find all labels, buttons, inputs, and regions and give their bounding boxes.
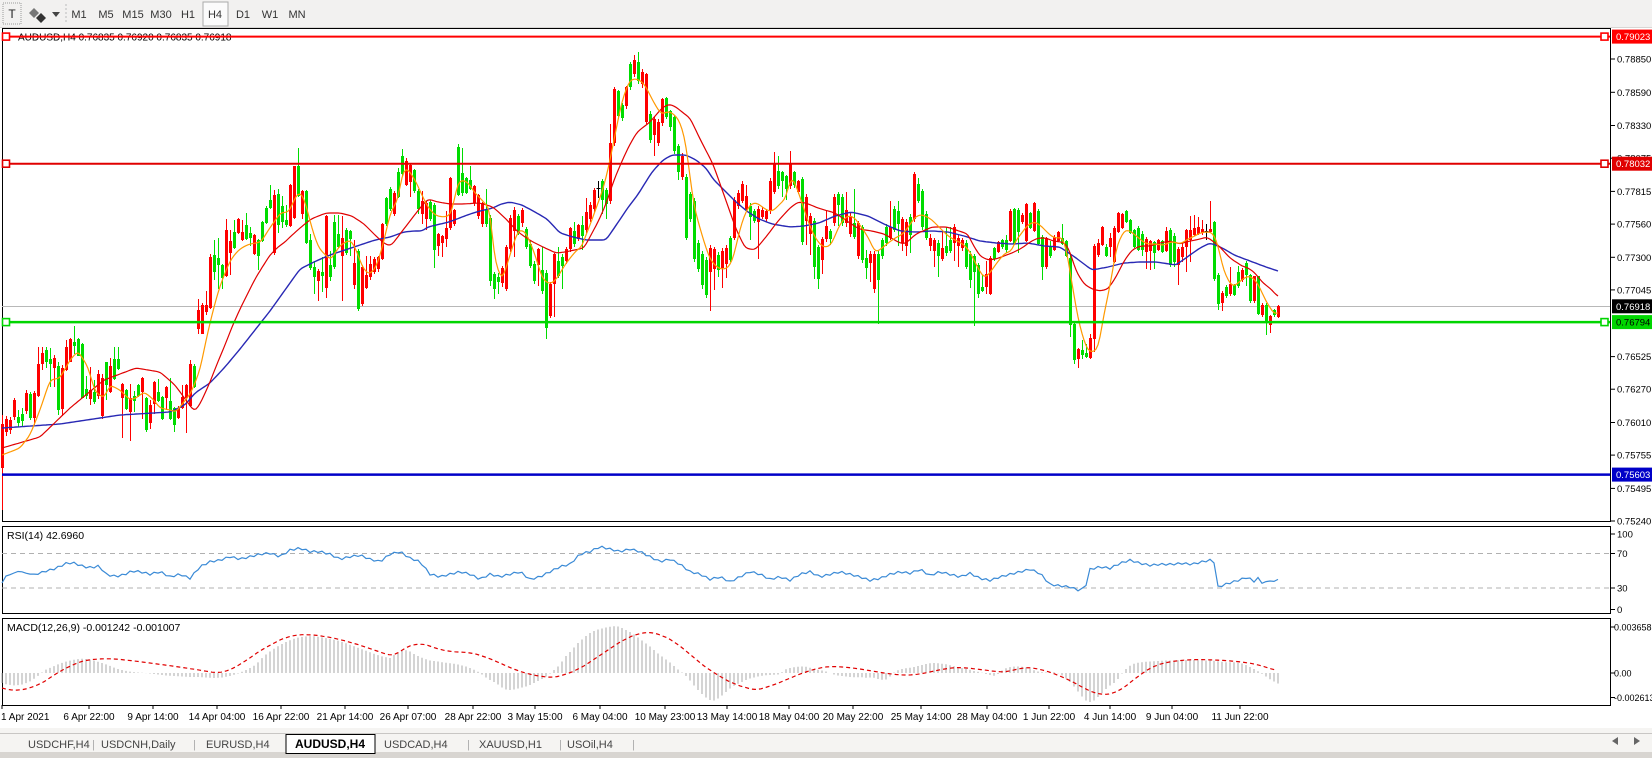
svg-text:4 Jun 14:00: 4 Jun 14:00 xyxy=(1084,712,1137,723)
svg-text:9 Apr 14:00: 9 Apr 14:00 xyxy=(127,712,179,723)
svg-text:MN: MN xyxy=(288,9,305,21)
svg-text:10 May 23:00: 10 May 23:00 xyxy=(635,712,696,723)
svg-text:0.003658: 0.003658 xyxy=(1614,623,1652,633)
svg-text:1 Apr 2021: 1 Apr 2021 xyxy=(1,712,50,723)
svg-text:13 May 14:00: 13 May 14:00 xyxy=(697,712,758,723)
svg-text:6 May 04:00: 6 May 04:00 xyxy=(572,712,627,723)
svg-text:0.78032: 0.78032 xyxy=(1616,159,1650,170)
svg-text:|: | xyxy=(92,739,95,751)
svg-text:0.77815: 0.77815 xyxy=(1617,187,1651,198)
svg-text:0.77300: 0.77300 xyxy=(1617,253,1651,264)
svg-text:0.77045: 0.77045 xyxy=(1617,285,1651,296)
svg-text:16 Apr 22:00: 16 Apr 22:00 xyxy=(253,712,310,723)
svg-text:20 May 22:00: 20 May 22:00 xyxy=(823,712,884,723)
svg-text:|: | xyxy=(193,739,196,751)
svg-text:EURUSD,H4: EURUSD,H4 xyxy=(206,739,270,751)
svg-text:100: 100 xyxy=(1617,530,1633,541)
svg-text:14 Apr 04:00: 14 Apr 04:00 xyxy=(189,712,246,723)
svg-text:M15: M15 xyxy=(122,9,143,21)
svg-text:RSI(14) 42.6960: RSI(14) 42.6960 xyxy=(7,530,84,542)
svg-text:1 Jun 22:00: 1 Jun 22:00 xyxy=(1023,712,1076,723)
svg-text:28 May 04:00: 28 May 04:00 xyxy=(957,712,1018,723)
svg-text:T: T xyxy=(8,7,16,21)
svg-text:25 May 14:00: 25 May 14:00 xyxy=(891,712,952,723)
svg-text:|: | xyxy=(467,739,470,751)
svg-text:USDCNH,Daily: USDCNH,Daily xyxy=(101,739,176,751)
svg-text:MACD(12,26,9) -0.001242 -0.001: MACD(12,26,9) -0.001242 -0.001007 xyxy=(7,622,181,634)
svg-text:18 May 04:00: 18 May 04:00 xyxy=(759,712,820,723)
svg-text:D1: D1 xyxy=(236,9,250,21)
svg-text:0.76794: 0.76794 xyxy=(1616,318,1650,329)
svg-text:70: 70 xyxy=(1617,549,1628,560)
svg-text:0.76270: 0.76270 xyxy=(1617,385,1651,396)
svg-text:6 Apr 22:00: 6 Apr 22:00 xyxy=(63,712,115,723)
svg-text:XAUUSD,H1: XAUUSD,H1 xyxy=(479,739,542,751)
svg-text:M5: M5 xyxy=(98,9,113,21)
svg-text:0.79023: 0.79023 xyxy=(1616,32,1650,43)
svg-text:0.75240: 0.75240 xyxy=(1617,517,1651,528)
svg-text:0: 0 xyxy=(1617,605,1622,616)
svg-text:0.76525: 0.76525 xyxy=(1617,352,1651,363)
svg-text:H4: H4 xyxy=(208,9,222,21)
svg-text:30: 30 xyxy=(1617,584,1628,595)
svg-text:AUDUSD,H4: AUDUSD,H4 xyxy=(295,737,365,751)
svg-text:0.76010: 0.76010 xyxy=(1617,418,1651,429)
svg-text:0.78330: 0.78330 xyxy=(1617,121,1651,132)
svg-text:28 Apr 22:00: 28 Apr 22:00 xyxy=(445,712,502,723)
svg-text:M1: M1 xyxy=(71,9,86,21)
svg-text:-0.002613: -0.002613 xyxy=(1614,693,1652,703)
svg-text:W1: W1 xyxy=(262,9,279,21)
svg-text:21 Apr 14:00: 21 Apr 14:00 xyxy=(317,712,374,723)
svg-text:|: | xyxy=(632,739,635,751)
svg-text:M30: M30 xyxy=(150,9,171,21)
svg-text:H1: H1 xyxy=(181,9,195,21)
svg-text:0.78850: 0.78850 xyxy=(1617,55,1651,66)
svg-text:|: | xyxy=(559,739,562,751)
svg-text:11 Jun 22:00: 11 Jun 22:00 xyxy=(1211,712,1269,723)
svg-text:AUDUSD,H4 0.76835 0.76920 0.7: AUDUSD,H4 0.76835 0.76920 0.76835 0.7691… xyxy=(18,33,232,44)
svg-text:0.00: 0.00 xyxy=(1614,669,1632,679)
svg-text:USDCAD,H4: USDCAD,H4 xyxy=(384,739,448,751)
svg-text:0.78590: 0.78590 xyxy=(1617,88,1651,99)
svg-text:USOil,H4: USOil,H4 xyxy=(567,739,613,751)
svg-text:0.75495: 0.75495 xyxy=(1617,484,1651,495)
svg-text:26 Apr 07:00: 26 Apr 07:00 xyxy=(380,712,437,723)
svg-text:9 Jun 04:00: 9 Jun 04:00 xyxy=(1146,712,1199,723)
svg-text:0.75755: 0.75755 xyxy=(1617,451,1651,462)
svg-text:0.76918: 0.76918 xyxy=(1616,302,1650,313)
svg-text:0.77560: 0.77560 xyxy=(1617,220,1651,231)
svg-text:USDCHF,H4: USDCHF,H4 xyxy=(28,739,90,751)
svg-text:3 May 15:00: 3 May 15:00 xyxy=(507,712,562,723)
svg-text:0.75603: 0.75603 xyxy=(1616,470,1650,481)
